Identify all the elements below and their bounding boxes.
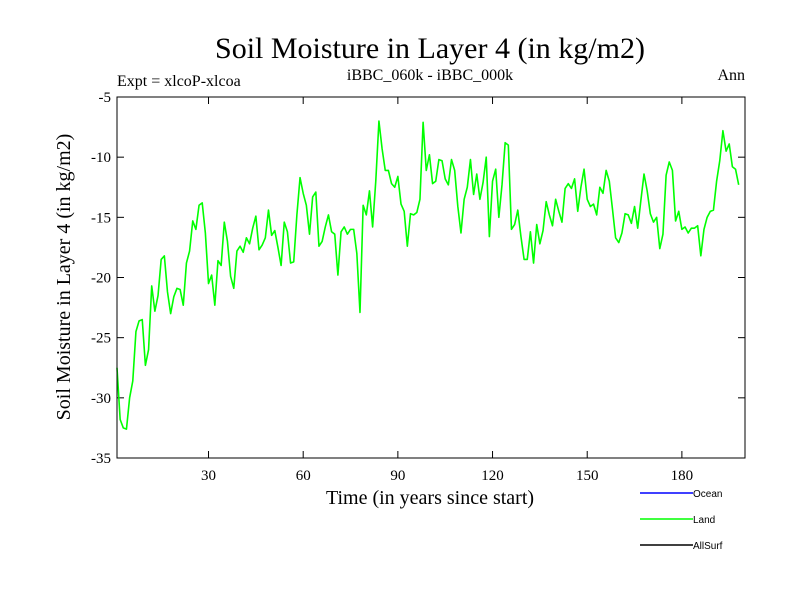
x-tick-label: 120 — [481, 468, 504, 484]
chart-title: Soil Moisture in Layer 4 (in kg/m2) — [215, 32, 645, 65]
x-tick-label: 60 — [296, 468, 311, 484]
y-tick-label: -15 — [91, 210, 111, 226]
y-tick-label: -30 — [91, 391, 111, 407]
y-tick-label: -35 — [91, 451, 111, 467]
y-tick-label: -5 — [99, 90, 112, 106]
y-tick-label: -20 — [91, 271, 111, 287]
series-line-land — [116, 120, 740, 430]
y-axis-label: Soil Moisture in Layer 4 (in kg/m2) — [53, 134, 75, 421]
y-tick-label: -10 — [91, 150, 111, 166]
x-tick-label: 30 — [201, 468, 216, 484]
x-tick-label: 180 — [671, 468, 694, 484]
legend-label-land: Land — [693, 515, 715, 526]
x-tick-label: 90 — [390, 468, 405, 484]
legend-label-ocean: Ocean — [693, 489, 722, 500]
season-label: Ann — [717, 67, 745, 84]
y-tick-label: -25 — [91, 331, 111, 347]
legend: Ocean Land AllSurf — [640, 489, 723, 552]
x-tick-label: 150 — [576, 468, 599, 484]
x-axis-label: Time (in years since start) — [326, 487, 534, 509]
plot-frame — [116, 96, 746, 459]
experiment-label: Expt = xlcoP-xlcoa — [117, 73, 241, 90]
legend-label-allsurf: AllSurf — [693, 541, 723, 552]
run-comparison-label: iBBC_060k - iBBC_000k — [347, 67, 513, 84]
